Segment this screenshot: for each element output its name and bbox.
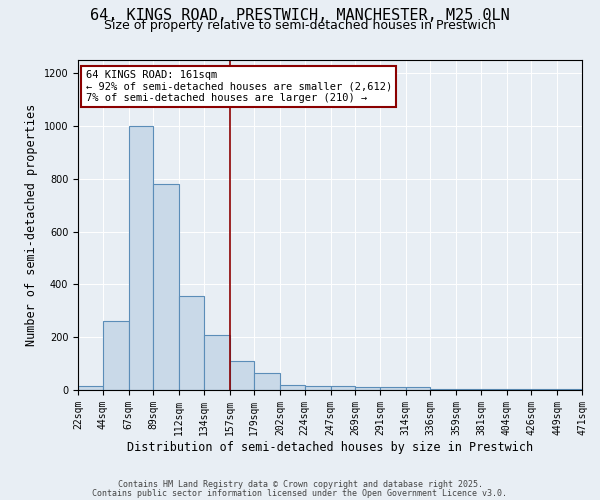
Bar (380, 388, 406, 390)
Bar (557, 388, 582, 390)
Bar (128, 126, 153, 390)
Bar (355, 388, 380, 390)
X-axis label: Distribution of semi-detached houses by size in Prestwich: Distribution of semi-detached houses by … (127, 440, 533, 454)
Text: Contains public sector information licensed under the Open Government Licence v3: Contains public sector information licen… (92, 488, 508, 498)
Text: Size of property relative to semi-detached houses in Prestwich: Size of property relative to semi-detach… (104, 19, 496, 32)
Text: 64 KINGS ROAD: 161sqm
← 92% of semi-detached houses are smaller (2,612)
7% of se: 64 KINGS ROAD: 161sqm ← 92% of semi-deta… (86, 70, 392, 103)
Text: Contains HM Land Registry data © Crown copyright and database right 2025.: Contains HM Land Registry data © Crown c… (118, 480, 482, 489)
Text: 64, KINGS ROAD, PRESTWICH, MANCHESTER, M25 0LN: 64, KINGS ROAD, PRESTWICH, MANCHESTER, M… (90, 8, 510, 22)
Bar (254, 373, 280, 390)
Y-axis label: Number of semi-detached properties: Number of semi-detached properties (25, 104, 38, 346)
Bar (481, 388, 507, 390)
Bar (103, 322, 128, 390)
Bar (179, 296, 204, 390)
Bar (456, 388, 481, 390)
Bar (430, 388, 456, 390)
Bar (305, 386, 331, 390)
Bar (331, 386, 355, 390)
Bar (78, 386, 103, 390)
Bar (507, 388, 532, 390)
Bar (204, 334, 230, 390)
Bar (153, 184, 179, 390)
Bar (230, 361, 254, 390)
Bar (280, 384, 305, 390)
Bar (406, 388, 430, 390)
Bar (532, 388, 557, 390)
